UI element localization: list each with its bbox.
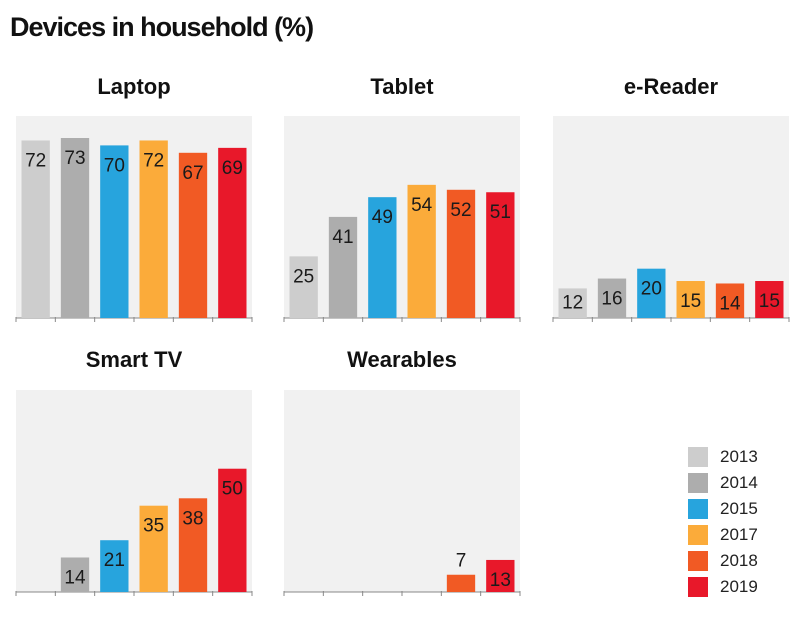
panel-background-laptop [16, 116, 252, 318]
bar-e-reader-2019 [755, 281, 784, 318]
panel-background-tablet [284, 116, 520, 318]
data-label-wearables-2018: 7 [456, 551, 467, 572]
bar-smart-tv-2014 [60, 557, 90, 592]
legend-swatch [688, 447, 708, 467]
bar-laptop-2014 [60, 138, 90, 318]
data-label-laptop-2014: 73 [64, 148, 85, 169]
panel-title-wearables: Wearables [347, 347, 457, 372]
bar-e-reader-2018 [715, 283, 745, 318]
data-label-smart-tv-2019: 50 [222, 479, 243, 500]
legend-swatch [688, 473, 708, 493]
bar-laptop-2013 [21, 140, 50, 318]
bar-tablet-2014 [328, 216, 358, 318]
data-label-laptop-2015: 70 [104, 155, 125, 176]
bar-tablet-2017 [407, 184, 436, 318]
bar-smart-tv-2018 [178, 498, 208, 592]
legend: 2013 2014 2015 2017 2018 2019 [688, 444, 758, 600]
bar-wearables-2019 [486, 559, 515, 592]
bar-smart-tv-2019 [218, 468, 247, 592]
bar-e-reader-2013 [558, 288, 587, 318]
data-label-tablet-2018: 52 [450, 200, 471, 221]
legend-item: 2014 [688, 470, 758, 496]
panel-title-tablet: Tablet [370, 74, 434, 99]
panel-background-wearables [284, 390, 520, 592]
legend-swatch [688, 499, 708, 519]
data-label-tablet-2014: 41 [332, 227, 353, 248]
data-label-laptop-2017: 72 [143, 150, 164, 171]
legend-label: 2013 [720, 447, 758, 466]
legend-label: 2014 [720, 473, 758, 492]
data-label-smart-tv-2017: 35 [143, 516, 164, 537]
bar-smart-tv-2015 [100, 540, 129, 592]
data-label-laptop-2019: 69 [222, 158, 243, 179]
bar-tablet-2015 [368, 197, 397, 318]
data-label-tablet-2015: 49 [372, 207, 393, 228]
panel-title-laptop: Laptop [97, 74, 171, 99]
legend-label: 2017 [720, 525, 758, 544]
bar-laptop-2018 [178, 152, 208, 318]
data-label-e-reader-2013: 12 [562, 292, 583, 313]
data-label-laptop-2013: 72 [25, 150, 46, 171]
data-label-e-reader-2019: 15 [759, 291, 780, 312]
bar-e-reader-2014 [597, 278, 627, 318]
legend-item: 2017 [688, 522, 758, 548]
data-label-smart-tv-2015: 21 [104, 550, 125, 571]
legend-item: 2013 [688, 444, 758, 470]
legend-label: 2015 [720, 499, 758, 518]
data-label-laptop-2018: 67 [182, 163, 203, 184]
data-label-e-reader-2017: 15 [680, 291, 701, 312]
data-label-smart-tv-2018: 38 [182, 508, 203, 529]
panel-background-e-reader [553, 116, 789, 318]
bar-laptop-2015 [100, 145, 129, 318]
bar-smart-tv-2017 [139, 505, 168, 592]
legend-item: 2018 [688, 548, 758, 574]
data-label-e-reader-2014: 16 [601, 289, 622, 310]
data-label-smart-tv-2014: 14 [64, 567, 86, 588]
legend-item: 2015 [688, 496, 758, 522]
data-label-e-reader-2015: 20 [641, 279, 662, 300]
bar-tablet-2018 [446, 189, 476, 318]
bar-tablet-2019 [486, 192, 515, 318]
bar-e-reader-2015 [637, 268, 666, 318]
chart-title: Devices in household (%) [10, 12, 314, 42]
data-label-tablet-2019: 51 [490, 202, 511, 223]
data-label-wearables-2019: 13 [490, 570, 511, 591]
legend-swatch [688, 551, 708, 571]
data-label-tablet-2013: 25 [293, 266, 314, 287]
panel-title-smart-tv: Smart TV [85, 347, 183, 372]
panel-title-ereader: e-Reader [623, 74, 719, 99]
legend-item: 2019 [688, 574, 758, 600]
data-label-tablet-2017: 54 [411, 195, 433, 216]
bar-laptop-2017 [139, 140, 168, 318]
legend-label: 2019 [720, 577, 758, 596]
legend-label: 2018 [720, 551, 758, 570]
bar-tablet-2013 [289, 256, 318, 318]
legend-swatch [688, 525, 708, 545]
panel-background-smart-tv [16, 390, 252, 592]
bar-e-reader-2017 [676, 281, 705, 318]
legend-swatch [688, 577, 708, 597]
bar-wearables-2018 [446, 574, 476, 592]
data-label-e-reader-2018: 14 [719, 293, 741, 314]
bar-laptop-2019 [218, 147, 247, 318]
